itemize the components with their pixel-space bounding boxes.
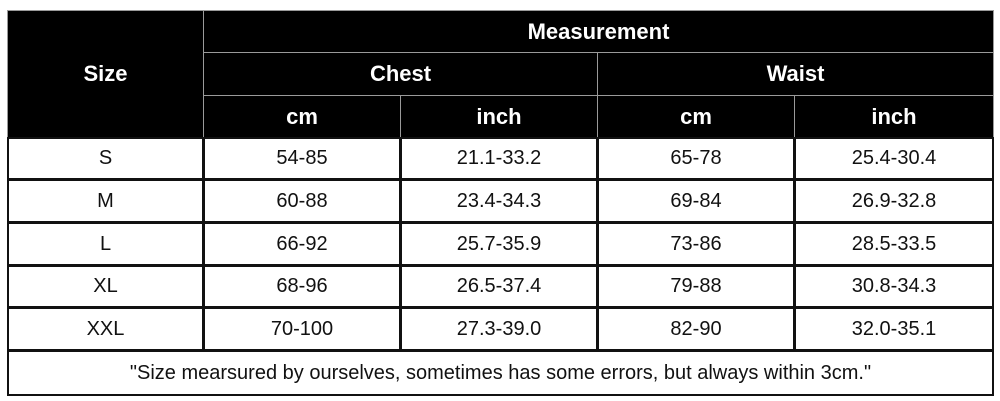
measure-cell: 70-100 bbox=[203, 307, 401, 351]
unit-header: cm bbox=[597, 95, 795, 138]
size-cell: XL bbox=[7, 265, 204, 308]
measure-cell: 26.5-37.4 bbox=[400, 265, 598, 308]
size-cell: L bbox=[7, 222, 204, 266]
unit-header: inch bbox=[400, 95, 598, 138]
measure-cell: 69-84 bbox=[597, 179, 795, 223]
measure-cell: 32.0-35.1 bbox=[794, 307, 994, 351]
measure-cell: 60-88 bbox=[203, 179, 401, 223]
size-cell: S bbox=[7, 137, 204, 180]
measure-cell: 79-88 bbox=[597, 265, 795, 308]
measure-cell: 66-92 bbox=[203, 222, 401, 266]
measure-cell: 82-90 bbox=[597, 307, 795, 351]
size-cell: XXL bbox=[7, 307, 204, 351]
unit-header: inch bbox=[794, 95, 994, 138]
group-header: Waist bbox=[597, 52, 994, 96]
unit-header: cm bbox=[203, 95, 401, 138]
measure-cell: 21.1-33.2 bbox=[400, 137, 598, 180]
measure-cell: 73-86 bbox=[597, 222, 795, 266]
measure-cell: 23.4-34.3 bbox=[400, 179, 598, 223]
measure-cell: 30.8-34.3 bbox=[794, 265, 994, 308]
measure-cell: 68-96 bbox=[203, 265, 401, 308]
measure-cell: 25.7-35.9 bbox=[400, 222, 598, 266]
measure-cell: 54-85 bbox=[203, 137, 401, 180]
measure-cell: 26.9-32.8 bbox=[794, 179, 994, 223]
measure-cell: 65-78 bbox=[597, 137, 795, 180]
size-header: Size bbox=[7, 10, 204, 138]
note: "Size mearsured by ourselves, sometimes … bbox=[7, 350, 994, 396]
size-cell: M bbox=[7, 179, 204, 223]
measure-cell: 27.3-39.0 bbox=[400, 307, 598, 351]
measurement-header: Measurement bbox=[203, 10, 994, 53]
measure-cell: 25.4-30.4 bbox=[794, 137, 994, 180]
measure-cell: 28.5-33.5 bbox=[794, 222, 994, 266]
group-header: Chest bbox=[203, 52, 598, 96]
